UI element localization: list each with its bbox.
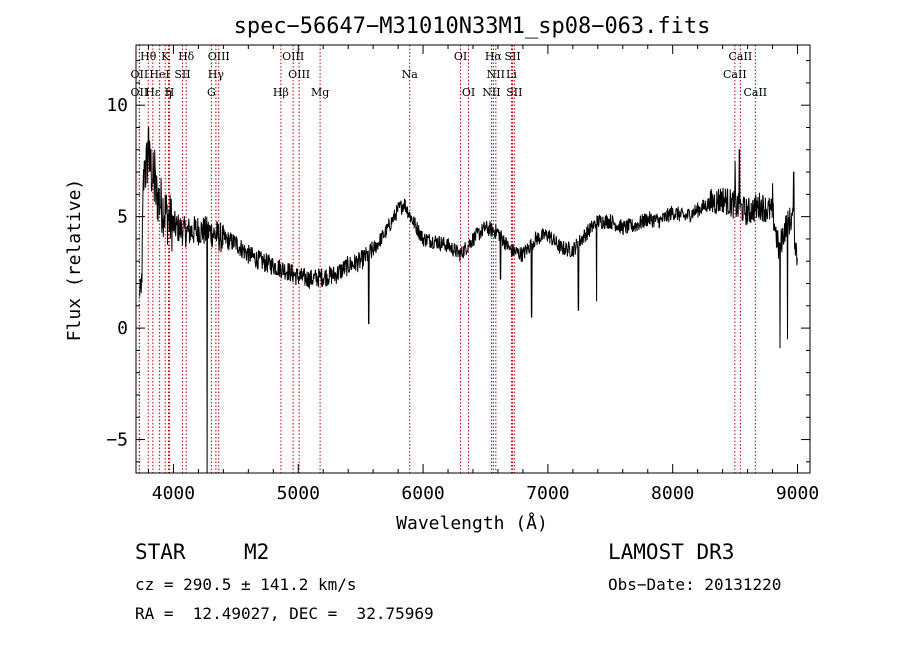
line-marker-label: H xyxy=(165,86,175,99)
x-tick-label: 7000 xyxy=(526,483,569,504)
chart-title: spec−56647−M31010N33M1_sp08−063.fits xyxy=(234,14,711,39)
line-marker-label: CaII xyxy=(743,86,767,99)
line-marker-label: Na xyxy=(402,68,419,81)
x-tick-label: 5000 xyxy=(277,483,320,504)
line-marker-label: K xyxy=(161,50,170,63)
axis-ticks xyxy=(136,45,810,473)
coordinates: RA = 12.49027, DEC = 32.75969 xyxy=(135,604,434,623)
plot-frame xyxy=(135,44,811,474)
line-marker-label: CaII xyxy=(723,68,747,81)
spectrum-line xyxy=(139,127,798,474)
object-type: STAR xyxy=(135,540,186,564)
line-marker-label: HeI xyxy=(149,68,169,81)
y-axis-label: Flux (relative) xyxy=(64,179,85,342)
line-markers xyxy=(138,45,756,473)
line-marker-label: Hθ xyxy=(140,50,157,63)
y-tick-label: −5 xyxy=(106,430,128,451)
velocity: cz = 290.5 ± 141.2 km/s xyxy=(135,575,357,594)
x-axis-label: Wavelength (Å) xyxy=(396,512,548,534)
line-marker-label: SII xyxy=(174,68,190,81)
x-tick-label: 4000 xyxy=(152,483,195,504)
line-marker-label: G xyxy=(207,86,216,99)
line-marker-label: η xyxy=(165,86,172,99)
subclass: M2 xyxy=(244,540,270,564)
line-marker-label: Mg xyxy=(311,86,329,99)
line-marker-label: Hγ xyxy=(208,68,225,81)
line-marker-label: CaII xyxy=(729,50,753,63)
line-marker-label: OIII xyxy=(282,50,304,63)
line-marker-label: OII xyxy=(131,68,149,81)
x-tick-label: 9000 xyxy=(776,483,819,504)
line-marker-label: SII xyxy=(506,86,522,99)
survey-name: LAMOST DR3 xyxy=(608,540,735,564)
line-marker-label: SII xyxy=(504,50,520,63)
line-marker-label: OIII xyxy=(288,68,310,81)
obs-date: Obs−Date: 20131220 xyxy=(608,575,782,594)
line-marker-label: OII xyxy=(131,86,149,99)
axis-tick-labels: 4000 5000 6000 7000 8000 9000 −5 0 5 10 xyxy=(106,95,819,504)
line-marker-label: Hα xyxy=(485,50,503,63)
line-marker-label: Hδ xyxy=(178,50,195,63)
line-marker-label: OI xyxy=(454,50,467,63)
line-marker-label: NII xyxy=(487,68,505,81)
y-tick-label: 10 xyxy=(106,95,128,116)
x-tick-label: 8000 xyxy=(651,483,694,504)
line-marker-label: Hε xyxy=(145,86,161,99)
y-tick-label: 0 xyxy=(117,318,128,339)
line-marker-label: Li xyxy=(506,68,517,81)
x-tick-label: 6000 xyxy=(401,483,444,504)
line-marker-label: Hβ xyxy=(273,86,289,99)
line-marker-label: OI xyxy=(462,86,475,99)
line-marker-label: NII xyxy=(482,86,500,99)
line-marker-label: OIII xyxy=(208,50,230,63)
y-tick-label: 5 xyxy=(117,207,128,228)
